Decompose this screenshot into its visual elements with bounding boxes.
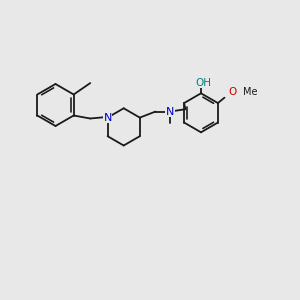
Text: Me: Me xyxy=(243,87,258,97)
Text: O: O xyxy=(229,87,237,97)
Text: N: N xyxy=(166,106,174,117)
Text: OH: OH xyxy=(195,78,212,88)
Text: N: N xyxy=(103,112,112,123)
